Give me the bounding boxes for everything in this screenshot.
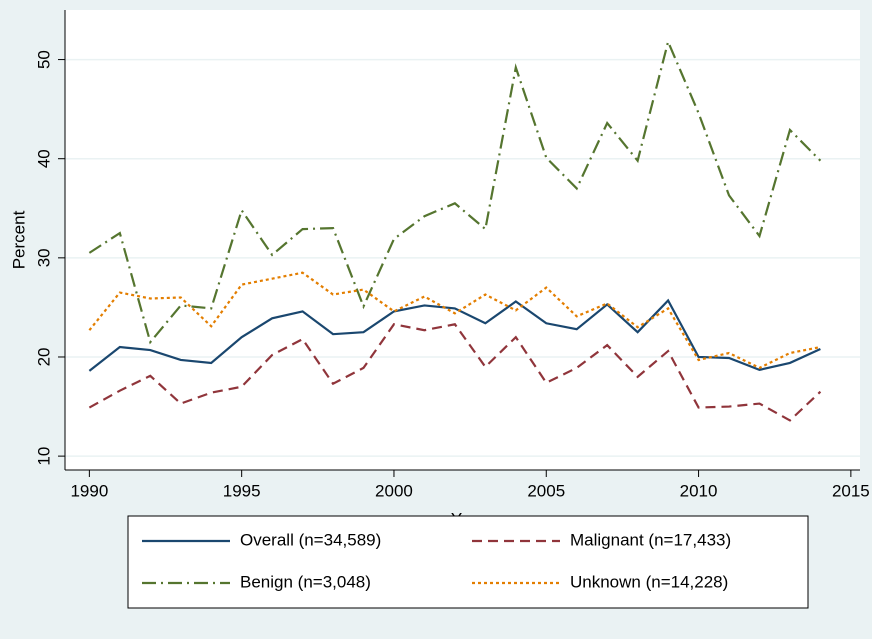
- series-line: [88, 323, 822, 422]
- x-tick-label: 2000: [375, 481, 413, 500]
- x-tick-label: 2010: [680, 481, 718, 500]
- x-tick-label: 2015: [832, 481, 870, 500]
- y-tick-label: 10: [34, 447, 53, 466]
- x-tick-label: 2005: [527, 481, 565, 500]
- y-tick-label: 40: [34, 149, 53, 168]
- legend-label: Malignant (n=17,433): [570, 530, 731, 549]
- plot-area: [65, 10, 860, 470]
- series-line: [88, 271, 821, 370]
- legend-label: Unknown (n=14,228): [570, 572, 728, 591]
- legend-label: Overall (n=34,589): [240, 530, 381, 549]
- y-tick-label: 30: [34, 248, 53, 267]
- y-tick-label: 50: [34, 50, 53, 69]
- y-axis-label: Percent: [9, 210, 28, 269]
- series-line: [88, 38, 822, 345]
- x-tick-label: 1990: [70, 481, 108, 500]
- legend-box: [127, 515, 809, 609]
- x-tick-label: 1995: [223, 481, 261, 500]
- series-line: [88, 298, 821, 372]
- y-tick-label: 20: [34, 348, 53, 367]
- legend-label: Benign (n=3,048): [240, 572, 371, 591]
